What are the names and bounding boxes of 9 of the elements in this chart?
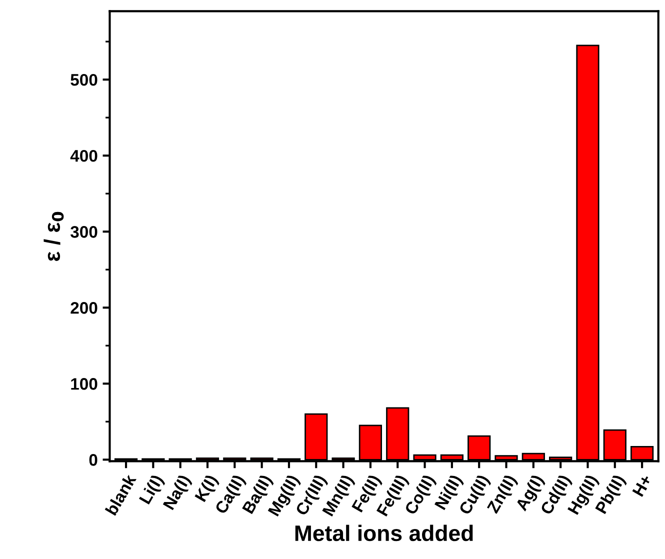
y-axis-title: ε / ε$_{0}$ [44, 212, 64, 262]
y-tick-label: 400 [70, 150, 98, 162]
y-tick-label: 500 [70, 74, 98, 86]
y-tick-label: 100 [71, 378, 98, 390]
x-tick-label: H+ [632, 474, 652, 497]
y-tick-label: 300 [70, 226, 98, 238]
y-tick-label: 200 [70, 302, 98, 314]
y-tick-label: 0 [89, 454, 98, 466]
x-axis-title: Metal ions added [295, 524, 473, 542]
